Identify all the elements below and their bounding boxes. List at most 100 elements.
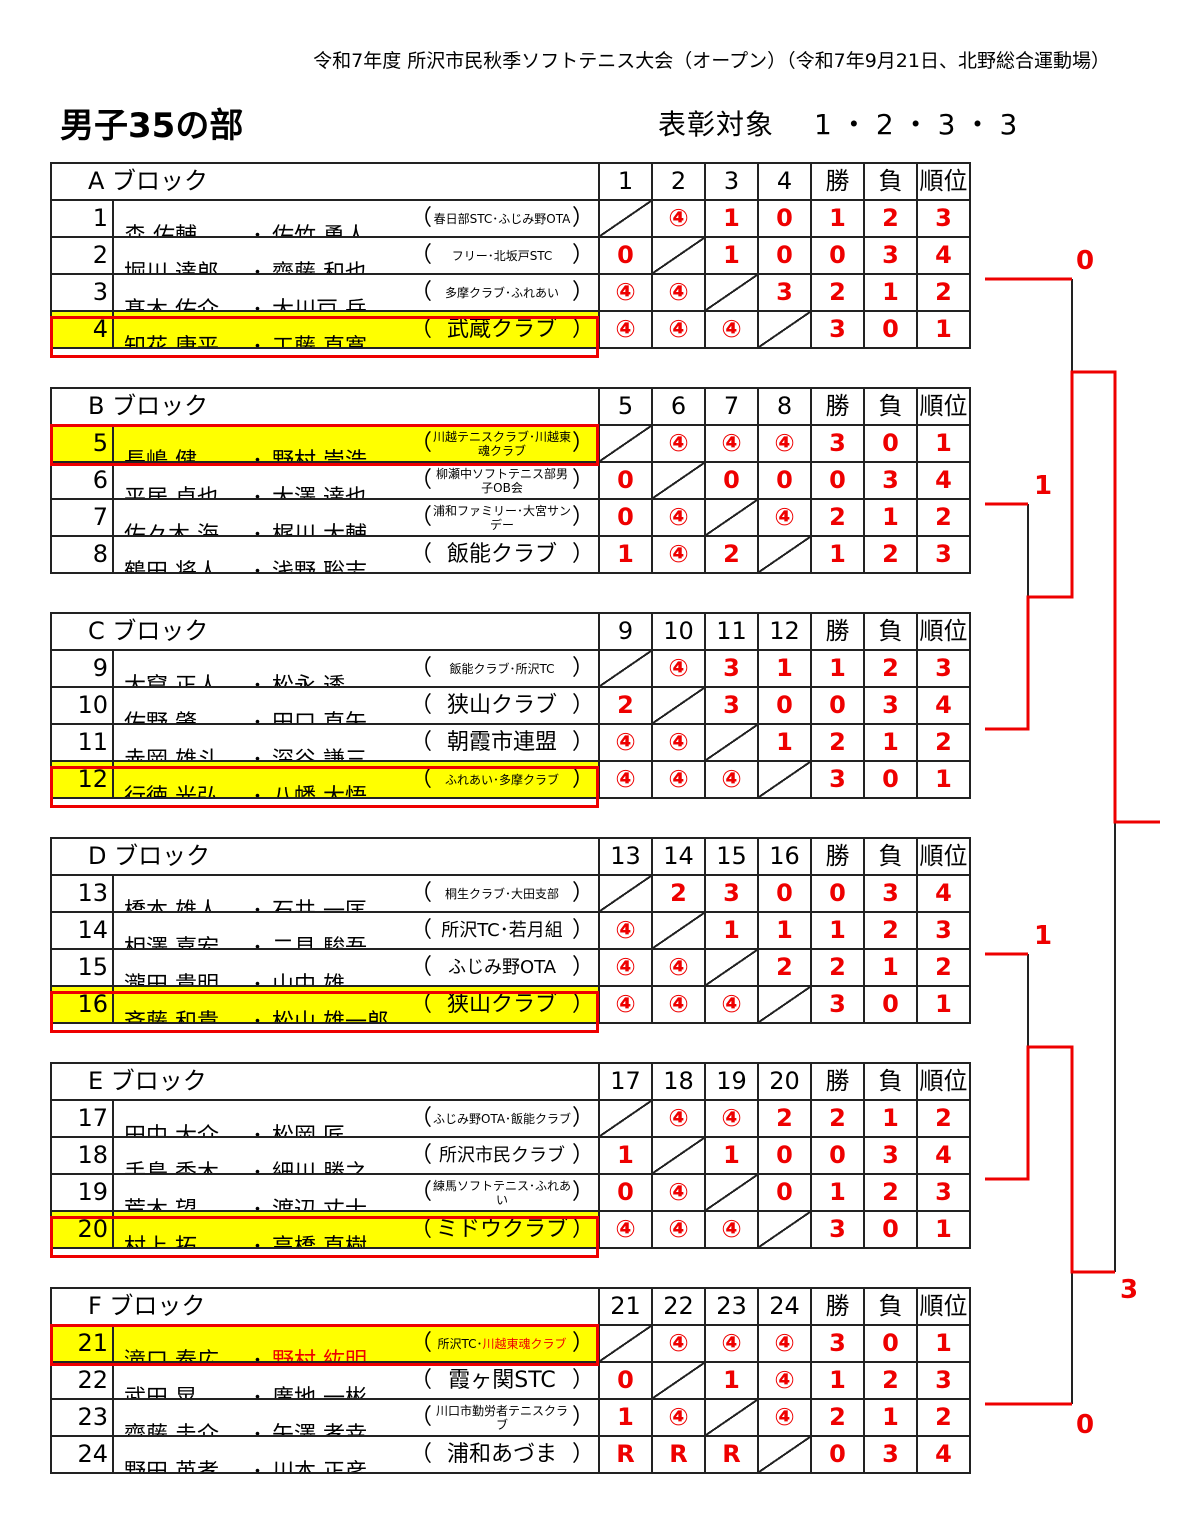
rank: 2 (916, 723, 971, 762)
block-header-row: D ブロック 13 14 15 16 勝 負 順位 (50, 837, 971, 876)
club: （所沢TC･若月組） (410, 918, 594, 943)
match-result: R (704, 1435, 759, 1474)
club: （武蔵クラブ） (410, 317, 594, 342)
player-1: 佐野 肇 (124, 710, 197, 724)
team-pair: 齋藤 圭介 ･ 矢澤 孝幸 （川口市勤労者テニスクラブ） (113, 1398, 600, 1437)
player-2: 川本 正彦 (272, 1459, 367, 1473)
wins: 1 (810, 649, 865, 688)
rank: 3 (916, 1361, 971, 1400)
match-result: ④ (651, 948, 706, 987)
player-2: 深谷 謙三 (272, 747, 367, 761)
match-result: 1 (598, 535, 653, 574)
player-1: 行徳 光弘 (124, 784, 219, 798)
club-name: 浦和あづま (446, 1442, 557, 1467)
player-2: 松永 透 (272, 673, 345, 687)
rank: 1 (916, 1324, 971, 1363)
wins: 0 (810, 461, 865, 500)
bracket-score: 3 (1120, 1275, 1139, 1305)
player-1: 平居 卓也 (124, 485, 219, 499)
club-name: ふじみ野OTA (447, 957, 557, 978)
opponent-col-header: 24 (757, 1287, 812, 1326)
match-result: 0 (757, 236, 812, 275)
player-1: 斉藤 和貴 (124, 1009, 219, 1023)
rank: 3 (916, 1173, 971, 1212)
match-result: 0 (757, 1173, 812, 1212)
club: （川口市勤労者テニスクラブ） (410, 1403, 594, 1432)
club-name: ふじみ野OTA･飯能クラブ (432, 1111, 572, 1126)
match-result: ④ (651, 1099, 706, 1138)
rank-header: 順位 (916, 837, 971, 876)
losses: 1 (863, 723, 918, 762)
losses: 1 (863, 498, 918, 537)
wins: 1 (810, 199, 865, 238)
club: （川越テニスクラブ･川越東魂クラブ） (410, 429, 594, 458)
player-1: 野田 英孝 (124, 1459, 219, 1473)
match-result: 2 (757, 1099, 812, 1138)
club-name: 川口市勤労者テニスクラブ (435, 1403, 568, 1432)
club-name: 武蔵クラブ (446, 317, 557, 342)
player-1: 齋藤 圭介 (124, 1422, 219, 1436)
opponent-col-header: 19 (704, 1062, 759, 1101)
club-name: 所沢市民クラブ (439, 1145, 565, 1166)
losses: 2 (863, 1361, 918, 1400)
team-number: 3 (50, 273, 114, 312)
match-result: 1 (757, 649, 812, 688)
player-1: 田中 大介 (124, 1123, 219, 1137)
player-2: 松岡 匠 (272, 1123, 345, 1137)
match-result: ④ (651, 649, 706, 688)
player-2: 二見 駿吾 (272, 935, 367, 949)
wins: 2 (810, 948, 865, 987)
player-1: 橋本 雄人 (124, 898, 219, 912)
match-result: 3 (704, 874, 759, 913)
separator: ･ (252, 448, 264, 462)
separator: ･ (252, 1123, 264, 1137)
player-2: 梶川 大輔 (272, 522, 367, 536)
opponent-col-header: 10 (651, 612, 706, 651)
block-label: D ブロック (50, 837, 600, 876)
opponent-col-header: 7 (704, 387, 759, 426)
club-name: 多摩クラブ･ふれあい (444, 285, 559, 300)
block-table: E ブロック 17 18 19 20 勝 負 順位 17 田中 大介 ･ 松岡 匠 （ふじ… (50, 1062, 971, 1249)
match-result: ④ (598, 310, 653, 349)
self-match-cell (757, 535, 812, 574)
match-result: 1 (704, 199, 759, 238)
opponent-col-header: 9 (598, 612, 653, 651)
rank: 2 (916, 498, 971, 537)
separator: ･ (252, 747, 264, 761)
rank: 1 (916, 310, 971, 349)
match-result: ④ (651, 1324, 706, 1363)
match-result: 1 (704, 911, 759, 950)
rank: 4 (916, 461, 971, 500)
block-table: B ブロック 5 6 7 8 勝 負 順位 5 長嶋 健 ･ 野村 崇浩 （川越テニスクラ… (50, 387, 971, 574)
player-1: 赤岡 雄斗 (124, 747, 219, 761)
team-pair: 田中 大介 ･ 松岡 匠 （ふじみ野OTA･飯能クラブ） (113, 1099, 600, 1138)
club: （桐生クラブ･大田支部） (410, 881, 594, 906)
block-label: A ブロック (50, 162, 600, 201)
match-result: 1 (598, 1398, 653, 1437)
losses: 1 (863, 1099, 918, 1138)
match-result: 1 (704, 1136, 759, 1175)
block-header-row: B ブロック 5 6 7 8 勝 負 順位 (50, 387, 971, 426)
club-name: 所沢TC･ (437, 1336, 483, 1351)
losses: 0 (863, 1324, 918, 1363)
losses-header: 負 (863, 612, 918, 651)
self-match-cell (757, 1435, 812, 1474)
club-name: フリー･北坂戸STC (451, 248, 553, 263)
club: （フリー･北坂戸STC） (410, 243, 594, 268)
club: （所沢市民クラブ） (410, 1143, 594, 1168)
player-2: 佐竹 勇人 (272, 223, 367, 237)
team-pair: 髙木 佑介 ･ 大川戸 岳 （多摩クラブ･ふれあい） (113, 273, 600, 312)
team-pair: 佐野 肇 ･ 田口 直矢 （狭山クラブ） (113, 686, 600, 725)
match-result: ④ (598, 985, 653, 1024)
division-title: 男子35の部 (60, 106, 244, 146)
event-header: 令和7年度 所沢市民秋季ソフトテニス大会（オープン）（令和7年9月21日、北野総… (313, 50, 1110, 72)
team-pair: 瀧田 貴明 ･ 山中 雄 （ふじみ野OTA） (113, 948, 600, 987)
team-pair: 平居 卓也 ･ 大澤 達也 （柳瀬中ソフトテニス部男子OB会） (113, 461, 600, 500)
